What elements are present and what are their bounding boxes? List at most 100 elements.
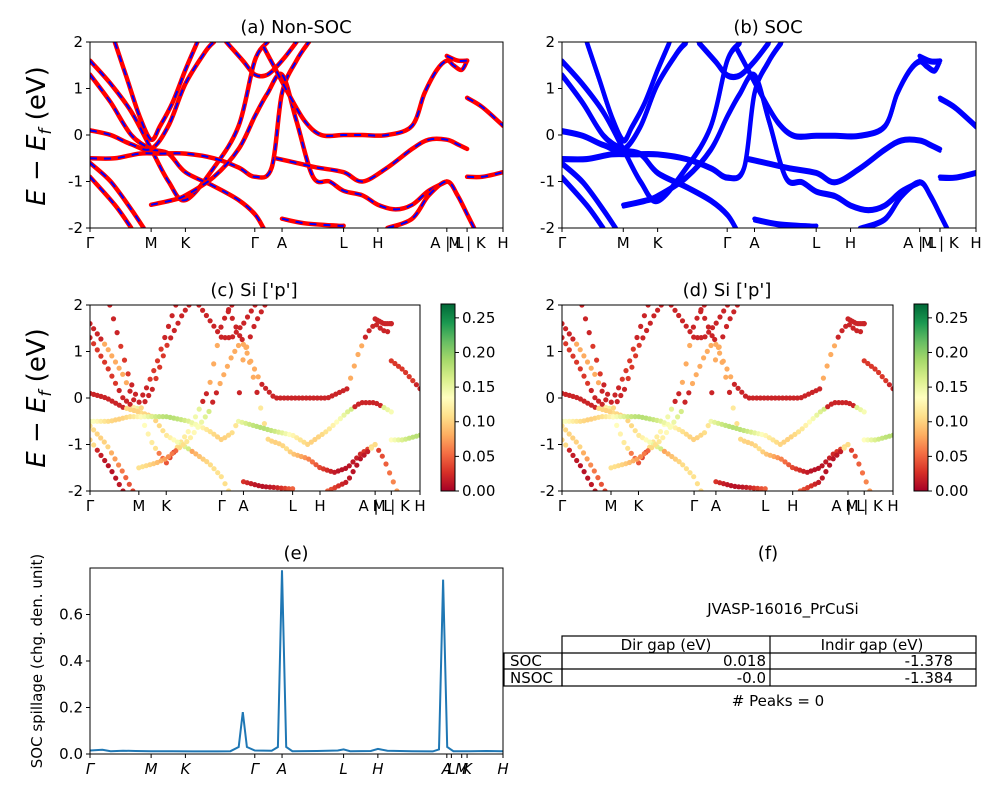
projected-point [229, 430, 235, 436]
projected-point [577, 347, 583, 353]
projected-point [823, 469, 829, 475]
projected-point [607, 409, 613, 415]
projected-point [306, 456, 312, 462]
projected-point [222, 435, 228, 441]
projected-point [819, 475, 825, 481]
projected-point [323, 429, 329, 435]
band-line-blue-dashed [90, 74, 265, 228]
projected-point [169, 313, 175, 319]
projected-point [116, 387, 122, 394]
projected-point [132, 391, 139, 397]
projected-point [778, 456, 784, 462]
projected-point [211, 466, 217, 472]
projected-point [319, 431, 325, 437]
projected-point [179, 313, 185, 319]
projected-point [278, 485, 284, 491]
xtick-label-c: L [288, 497, 297, 515]
projected-point [228, 355, 234, 361]
projected-point [655, 307, 661, 313]
projected-point [102, 418, 108, 424]
xtick-label-e: K [462, 760, 473, 778]
projected-point [816, 479, 822, 485]
projected-point [271, 484, 277, 490]
spillage-line [90, 570, 503, 753]
projected-point [345, 409, 351, 415]
projected-point [112, 359, 119, 365]
ytick-label-c: 0 [73, 389, 83, 407]
band-line-blue-dashed [262, 46, 468, 138]
projected-point [824, 363, 830, 369]
projected-point [226, 488, 232, 491]
projected-point [413, 382, 419, 388]
projected-point [114, 330, 120, 336]
projected-point [387, 470, 393, 476]
projected-point [754, 395, 760, 401]
table-col-header-indir: Indir gap (eV) [821, 636, 924, 654]
projected-point [153, 375, 159, 382]
projected-point [632, 428, 638, 434]
projected-point [697, 363, 703, 369]
projected-point [890, 386, 893, 392]
projected-point [255, 316, 261, 322]
projected-point [142, 414, 148, 420]
projected-point [191, 429, 197, 436]
projected-point [109, 373, 115, 379]
projected-point [617, 431, 624, 437]
projected-point [649, 445, 655, 451]
ylabel-e: SOC spillage (chg. den. unit) [28, 554, 46, 769]
projected-point [686, 390, 692, 396]
xtick-label-b: M | K [921, 234, 960, 252]
projected-point [91, 418, 97, 424]
projected-point [698, 488, 704, 491]
projected-point [233, 324, 239, 330]
plot-area-b [562, 42, 976, 228]
projected-point [657, 429, 664, 435]
projected-point [379, 453, 385, 459]
projected-point [121, 357, 128, 363]
table-row-label-soc: SOC [510, 652, 542, 670]
projected-point [107, 305, 113, 308]
projected-point [823, 459, 829, 465]
projected-point [739, 389, 745, 395]
projected-point [383, 461, 389, 467]
projected-point [288, 395, 295, 401]
ytick-label-d: -2 [540, 482, 555, 500]
projected-point [827, 462, 833, 468]
projected-point [861, 358, 867, 364]
xtick-label-d: A | L [831, 497, 865, 515]
band-line-blue-dashed [90, 162, 145, 228]
projected-point [739, 484, 746, 490]
projected-point [592, 488, 598, 491]
ytick-label-e: 0.2 [59, 699, 83, 717]
projected-point [705, 324, 712, 330]
xtick-label-e: H [497, 760, 508, 778]
projected-point [585, 380, 591, 386]
projected-point [368, 445, 374, 451]
projected-point [747, 485, 753, 491]
xtick-label-b: L [812, 234, 821, 252]
projected-point [281, 395, 287, 401]
projected-point [709, 333, 715, 339]
projected-point [337, 416, 343, 422]
projected-point [98, 418, 104, 424]
projected-point [94, 447, 100, 453]
projected-point [658, 446, 664, 452]
projected-point [204, 459, 210, 465]
projected-point [566, 331, 572, 337]
xtick-label-d: H [787, 497, 798, 515]
projected-point [861, 409, 867, 415]
xtick-label-b: A | L [903, 234, 937, 252]
projected-point [671, 419, 677, 425]
projected-point [628, 423, 635, 429]
projected-point [723, 323, 730, 330]
projected-point [783, 395, 789, 401]
projected-point [160, 428, 166, 434]
projected-point [168, 335, 174, 341]
projected-point [90, 423, 93, 429]
projected-point [665, 414, 671, 420]
projected-point [841, 445, 847, 451]
projected-point [175, 320, 181, 326]
projected-point [362, 334, 368, 340]
projected-point [632, 414, 638, 420]
